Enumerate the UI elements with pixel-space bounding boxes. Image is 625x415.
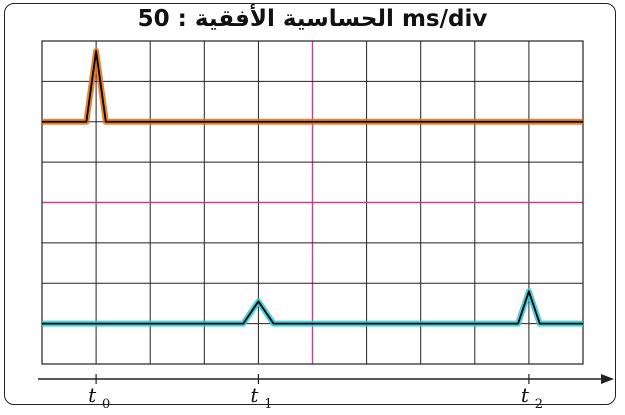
outer-frame [4, 3, 616, 405]
time-axis-arrow-icon [601, 374, 614, 384]
signal-trace-2 [41, 290, 584, 325]
signal-trace-1 [41, 50, 584, 123]
axis-tick-label-subscript: 0 [102, 397, 110, 412]
axis-tick-label: t [521, 383, 530, 407]
grid [41, 40, 584, 365]
axis-tick-label-subscript: 1 [264, 397, 272, 412]
screen-border [41, 40, 584, 365]
axis-tick-label: t [88, 383, 97, 407]
axis-tick-label: t [250, 383, 259, 407]
axis-tick-label-subscript: 2 [535, 397, 543, 412]
chart-title: الحساسية الأفقية : 50 ms/div [137, 6, 488, 32]
